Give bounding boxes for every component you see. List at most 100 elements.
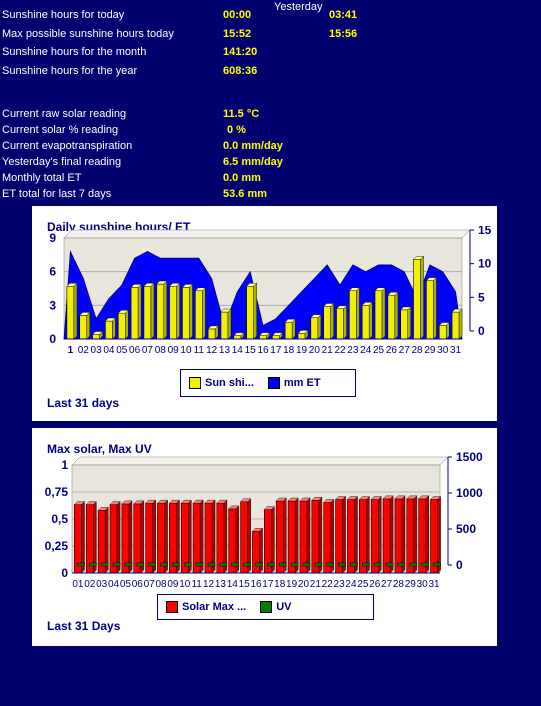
bar-sunshine-top [348, 287, 360, 291]
bar-solar-max-top [382, 495, 394, 500]
bar-solar-max-side [223, 499, 228, 574]
chart-footer: Last 31 Days [47, 619, 121, 633]
bar-solar-max [358, 499, 367, 574]
bar-solar-max-top [370, 496, 382, 500]
bar-uv [243, 562, 251, 567]
bar-solar-max-side [211, 499, 216, 574]
bar-sunshine [297, 333, 306, 340]
bar-solar-max-side [164, 499, 168, 574]
bar-solar-max-side [318, 496, 323, 574]
y-left-tick-label: 6 [49, 265, 56, 279]
bar-solar-max-top [358, 496, 370, 500]
x-tick-label: 23 [347, 345, 359, 356]
bar-sunshine [194, 290, 203, 340]
legend-label-et: mm ET [283, 377, 321, 389]
bar-solar-max [145, 502, 154, 574]
x-tick-label: 07 [144, 579, 156, 590]
bar-sunshine-top [246, 283, 258, 287]
bar-uv [267, 562, 275, 567]
x-tick-label: 21 [310, 579, 322, 590]
bar-uv [362, 562, 370, 567]
x-tick-label: 12 [206, 345, 218, 356]
bar-solar-max-side [188, 499, 192, 574]
bar-sunshine [117, 312, 126, 340]
stat-label-sun-year: Sunshine hours for the year [2, 65, 138, 77]
x-tick-label: 03 [96, 579, 108, 590]
x-tick-label: 29 [424, 345, 436, 356]
x-tick-label: 31 [450, 345, 462, 356]
x-tick-label: 10 [179, 579, 191, 590]
bar-sunshine-side [343, 305, 347, 340]
bar-solar-max-top [287, 497, 299, 502]
bar-solar-max-side [354, 496, 358, 574]
x-tick-label: 12 [203, 579, 215, 590]
bar-solar-max-top [168, 499, 180, 504]
bar-sunshine-top [336, 305, 348, 309]
bar-sunshine [105, 320, 113, 340]
chart-legend: Sun shi... mm ET [180, 369, 356, 397]
bar-sunshine [451, 311, 460, 340]
x-tick-label: 08 [155, 579, 167, 590]
bar-sunshine-side [292, 318, 296, 340]
bar-sunshine-top [104, 317, 116, 322]
x-tick-label: 06 [132, 579, 144, 590]
bar-uv [88, 562, 97, 567]
bar-solar-max-top [145, 499, 157, 504]
bar-sunshine-top [143, 283, 155, 287]
x-tick-label: 24 [360, 345, 372, 356]
x-tick-label: 01 [72, 579, 84, 590]
bar-sunshine-top [387, 292, 399, 296]
bar-solar-max-side [140, 500, 145, 574]
bar-uv [195, 562, 204, 567]
bar-uv [77, 562, 85, 567]
bar-solar-max-top [323, 499, 335, 503]
bar-sunshine-side [176, 282, 180, 340]
x-tick-label: 14 [227, 579, 239, 590]
bar-sunshine-side [420, 255, 424, 340]
bar-sunshine-top [117, 309, 129, 314]
bar-uv [231, 562, 240, 567]
bar-sunshine [349, 290, 357, 340]
x-tick-label: 26 [369, 579, 381, 590]
bar-solar-max-top [73, 501, 85, 505]
bar-solar-max [275, 500, 284, 574]
bar-solar-max [216, 502, 225, 574]
bar-sunshine-side [125, 309, 129, 340]
bar-sunshine [220, 311, 229, 340]
legend-item-uv: UV [260, 601, 291, 613]
x-tick-label: 09 [167, 579, 179, 590]
bar-sunshine [143, 285, 152, 340]
x-tick-label: 15 [239, 579, 251, 590]
bar-sunshine [426, 280, 434, 340]
stat-value-sun-year: 608:36 [223, 65, 258, 77]
bar-uv [314, 562, 323, 567]
bar-sunshine-side [433, 277, 437, 340]
bar-solar-max-side [378, 496, 382, 574]
bar-uv [172, 562, 180, 567]
bar-solar-max-side [283, 497, 287, 574]
bar-solar-max-side [330, 498, 334, 574]
y-right-tick-label: 1500 [456, 450, 483, 464]
stat-label-sun-month: Sunshine hours for the month [2, 46, 147, 58]
bar-sunshine-side [394, 291, 399, 340]
bar-solar-max-top [275, 497, 287, 502]
stat-label-solar-percent: Current solar % reading [2, 124, 119, 136]
bar-solar-max-side [342, 496, 346, 574]
bar-solar-max-top [156, 499, 169, 504]
x-tick-label: 19 [296, 345, 308, 356]
bar-sunshine [272, 335, 280, 340]
bar-solar-max [157, 502, 165, 574]
bar-solar-max-side [413, 495, 418, 574]
bar-sunshine-top [258, 332, 271, 336]
bar-sunshine-top [374, 287, 386, 291]
bar-solar-max-top [311, 497, 323, 501]
bar-solar-max-top [346, 496, 359, 500]
bar-sunshine [413, 259, 421, 340]
x-tick-label: 26 [386, 345, 398, 356]
x-tick-label: 11 [194, 345, 205, 356]
bar-solar-max [74, 504, 82, 574]
bar-sunshine-top [451, 308, 463, 313]
bar-solar-max-top [394, 495, 406, 500]
